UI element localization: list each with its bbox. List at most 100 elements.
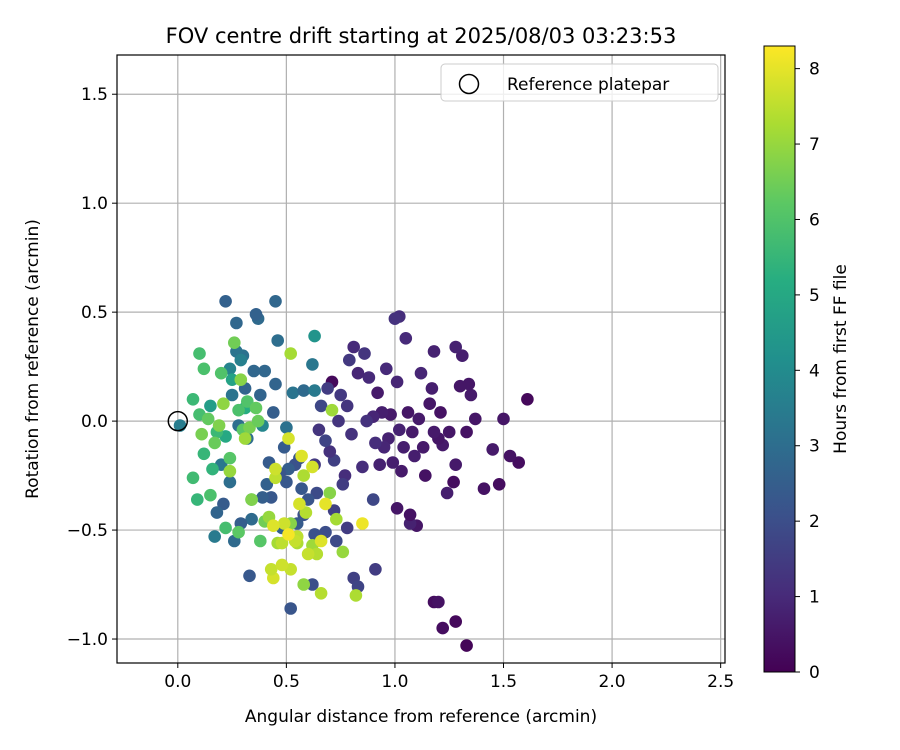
data-point <box>260 478 274 491</box>
data-point <box>206 462 219 476</box>
data-point <box>425 382 439 395</box>
x-axis-ticks: 0.0 0.5 1.0 1.5 2.0 2.5 <box>164 663 734 692</box>
data-point <box>253 388 267 402</box>
data-point <box>249 308 263 321</box>
data-point <box>282 528 295 541</box>
data-point <box>412 412 426 426</box>
data-point <box>319 497 332 511</box>
data-point <box>401 406 415 419</box>
data-point <box>232 525 245 539</box>
data-point <box>323 486 337 500</box>
data-point <box>219 295 232 308</box>
plot-frame <box>116 54 726 664</box>
reference-platepar-marker <box>167 410 189 432</box>
x-tick-label: 1.0 <box>381 672 408 692</box>
data-point <box>464 388 478 402</box>
data-point <box>253 534 267 548</box>
data-point <box>423 397 437 411</box>
data-point <box>269 462 282 476</box>
data-point <box>284 347 298 360</box>
data-point <box>217 497 230 511</box>
data-point <box>403 517 417 530</box>
data-point <box>395 464 408 478</box>
y-axis-label: Rotation from reference (arcmin) <box>23 219 43 499</box>
data-point <box>219 521 232 535</box>
data-point <box>232 403 245 417</box>
data-point <box>314 399 328 413</box>
data-point <box>245 493 258 506</box>
data-point <box>369 436 382 450</box>
reference-marker <box>167 410 189 432</box>
data-point <box>280 475 293 489</box>
data-point <box>264 563 278 576</box>
data-point <box>343 353 356 367</box>
data-point <box>217 397 230 411</box>
data-point <box>427 425 441 439</box>
data-point <box>245 512 258 526</box>
data-point <box>406 425 419 439</box>
x-tick-label: 0.5 <box>273 672 300 692</box>
legend-box <box>440 63 719 102</box>
chart-title: FOV centre drift starting at 2025/08/03 … <box>166 24 677 48</box>
data-point <box>214 366 228 380</box>
data-point <box>432 595 445 609</box>
data-point <box>225 373 239 387</box>
data-point <box>356 517 369 530</box>
data-point <box>312 423 326 437</box>
data-point <box>477 482 491 496</box>
data-point <box>299 506 313 519</box>
colorbar-tick-label: 0 <box>809 663 820 683</box>
data-point <box>201 412 215 426</box>
data-point <box>321 382 334 395</box>
data-point <box>208 436 221 450</box>
data-point <box>297 469 311 482</box>
data-point <box>340 521 354 535</box>
data-point <box>349 589 363 602</box>
y-tick-label: 1.0 <box>81 194 108 214</box>
data-point <box>275 558 289 572</box>
data-point <box>380 362 393 376</box>
data-point <box>314 534 328 548</box>
legend-entry-reference: Reference platepar <box>507 75 669 95</box>
data-point <box>225 388 239 402</box>
data-point <box>330 512 343 526</box>
data-point <box>408 449 421 463</box>
data-point <box>295 449 308 463</box>
colorbar-tick-label: 3 <box>809 437 820 457</box>
data-point <box>193 347 206 360</box>
data-point <box>362 371 376 384</box>
data-point <box>295 482 308 496</box>
data-point <box>388 312 402 326</box>
colorbar-tick-label: 5 <box>809 286 820 306</box>
data-point <box>267 519 280 532</box>
data-point <box>351 366 365 380</box>
data-point <box>334 388 348 402</box>
data-point <box>284 602 298 615</box>
data-point <box>267 406 280 419</box>
data-point <box>238 432 252 445</box>
data-point <box>275 536 289 550</box>
data-point <box>460 425 473 439</box>
data-point <box>301 547 315 561</box>
data-point <box>258 364 272 378</box>
data-point <box>358 347 371 360</box>
colorbar-tick-label: 1 <box>809 588 820 608</box>
data-point <box>436 621 450 635</box>
data-point <box>280 421 293 434</box>
data-point <box>204 488 217 502</box>
data-point <box>269 295 282 308</box>
colorbar-tick-label: 8 <box>809 60 820 80</box>
data-point <box>191 493 204 506</box>
x-tick-label: 1.5 <box>490 672 517 692</box>
y-tick-label: 1.5 <box>81 85 108 105</box>
data-point <box>297 384 311 397</box>
data-point <box>271 334 285 347</box>
data-point <box>306 460 319 474</box>
data-point <box>492 478 506 491</box>
data-point <box>434 406 447 419</box>
colorbar: 0 1 2 3 4 5 6 7 8 Hours from first FF file <box>763 45 851 683</box>
colorbar-label: Hours from first FF file <box>831 264 851 454</box>
data-point <box>442 425 456 439</box>
